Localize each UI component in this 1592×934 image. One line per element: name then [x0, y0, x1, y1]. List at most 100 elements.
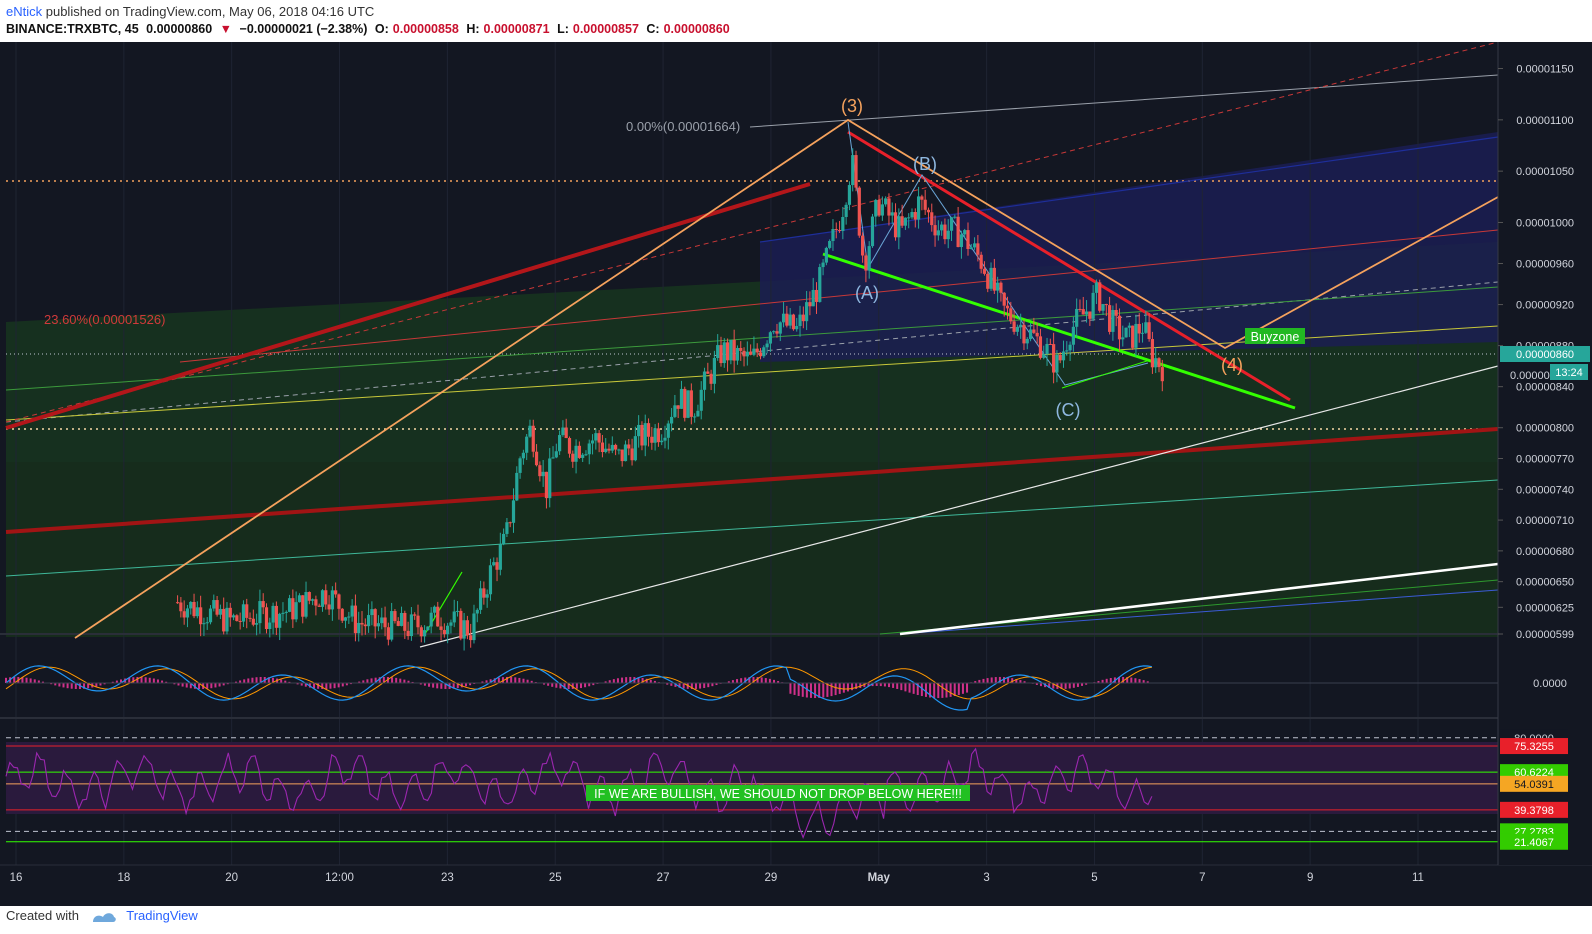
- candle-body: [643, 423, 647, 446]
- macd-histogram-bar: [165, 681, 168, 683]
- published-text: published on TradingView.com, May 06, 20…: [42, 4, 375, 19]
- candle-body: [940, 224, 944, 231]
- candle-body: [1104, 304, 1108, 306]
- candle-body: [1147, 322, 1151, 340]
- candle-body: [930, 212, 934, 226]
- candle-body: [564, 427, 568, 439]
- macd-histogram-bar: [760, 677, 763, 683]
- candle-body: [768, 332, 772, 344]
- candle-body: [1088, 311, 1092, 319]
- candle-body: [676, 405, 680, 409]
- macd-histogram-bar: [374, 677, 377, 683]
- candle-body: [795, 325, 799, 330]
- wave-label-b: (B): [913, 154, 937, 174]
- macd-histogram-bar: [547, 683, 550, 686]
- candle-body: [679, 388, 684, 409]
- candle-body: [976, 243, 980, 255]
- candle-body: [926, 209, 931, 213]
- candle-body: [953, 216, 957, 218]
- candle-body: [785, 313, 789, 326]
- rsi-level-tag: [1500, 775, 1568, 792]
- candle-body: [357, 622, 361, 634]
- macd-histogram-bar: [440, 683, 443, 689]
- candle-body: [1075, 308, 1079, 327]
- macd-histogram-bar: [625, 677, 628, 683]
- macd-histogram-bar: [616, 678, 619, 683]
- blue-trend-line: [759, 136, 1499, 243]
- macd-histogram-bar: [592, 683, 595, 686]
- candle-body: [518, 458, 522, 473]
- candle-body: [765, 343, 769, 348]
- macd-histogram-bar: [140, 676, 143, 683]
- candle-body: [541, 471, 545, 477]
- macd-histogram-bar: [707, 683, 710, 688]
- candle-body: [669, 416, 674, 424]
- macd-histogram-bar: [744, 677, 747, 683]
- candle-body: [327, 604, 331, 610]
- candle-body: [979, 254, 983, 269]
- channel-teal: [5, 479, 1499, 577]
- time-tick-label: 7: [1199, 872, 1205, 884]
- candle-body: [946, 230, 950, 240]
- macd-histogram-bar: [1146, 681, 1149, 683]
- time-axis[interactable]: [0, 866, 1592, 886]
- candle-body: [255, 623, 259, 625]
- macd-histogram-bar: [341, 683, 344, 687]
- macd-histogram-bar: [982, 678, 985, 683]
- candle-body: [1101, 304, 1105, 311]
- candle-body: [594, 433, 598, 441]
- candle-body: [228, 607, 232, 618]
- macd-histogram-bar: [280, 679, 283, 683]
- macd-histogram-bar: [682, 683, 685, 689]
- tradingview-link[interactable]: TradingView: [126, 908, 198, 923]
- price-axis[interactable]: [1498, 42, 1592, 865]
- candle-body: [409, 614, 414, 636]
- macd-histogram-bar: [629, 676, 632, 683]
- macd-histogram-bar: [974, 681, 977, 683]
- macd-histogram-bar: [949, 683, 952, 697]
- candle-body: [274, 605, 278, 628]
- macd-histogram-bar: [325, 683, 328, 689]
- chart-area[interactable]: (3) (B) (A) (C) (4) 0.00%(0.00001664) 23…: [0, 42, 1592, 906]
- price-tick-label: 0.00000960: [1516, 259, 1574, 271]
- macd-histogram-bar: [95, 683, 98, 687]
- time-tick-label: 29: [765, 872, 778, 884]
- candle-body: [627, 444, 631, 449]
- macd-histogram-bar: [690, 683, 693, 690]
- macd-histogram-bar: [87, 683, 90, 689]
- candle-body: [1012, 321, 1016, 332]
- price-tick-label: 0.00000650: [1516, 577, 1574, 589]
- macd-histogram-bar: [571, 683, 574, 689]
- macd-histogram-bar: [740, 678, 743, 683]
- candle-body: [419, 627, 423, 637]
- candle-body: [656, 428, 661, 443]
- candle-body: [284, 611, 288, 613]
- macd-histogram-bar: [1109, 678, 1112, 683]
- candle-body: [416, 615, 420, 628]
- macd-histogram-bar: [1138, 679, 1141, 683]
- change-down-icon: ▼: [219, 22, 233, 36]
- macd-histogram-bar: [867, 683, 870, 687]
- candle-body: [393, 611, 397, 622]
- macd-histogram-bar: [13, 676, 16, 683]
- macd-histogram-bar: [366, 679, 369, 683]
- macd-histogram-bar: [916, 683, 919, 696]
- macd-histogram-bar: [370, 678, 373, 683]
- macd-histogram-bar: [908, 683, 911, 693]
- macd-histogram-bar: [132, 677, 135, 683]
- candle-body: [258, 601, 262, 624]
- candle-body: [702, 371, 707, 390]
- macd-histogram-bar: [1081, 683, 1084, 686]
- macd-histogram-bar: [239, 680, 242, 683]
- macd-histogram-bar: [768, 678, 771, 683]
- candle-body: [350, 605, 354, 617]
- candle-body: [1002, 292, 1006, 306]
- macd-histogram-bar: [128, 677, 131, 683]
- author-link[interactable]: eNtick: [6, 4, 43, 19]
- macd-signal-line: [5, 666, 1152, 700]
- candle-body: [317, 605, 321, 607]
- macd-histogram-bar: [822, 683, 825, 698]
- macd-histogram-bar: [637, 677, 640, 683]
- candle-body: [515, 472, 519, 501]
- macd-histogram-bar: [29, 678, 32, 683]
